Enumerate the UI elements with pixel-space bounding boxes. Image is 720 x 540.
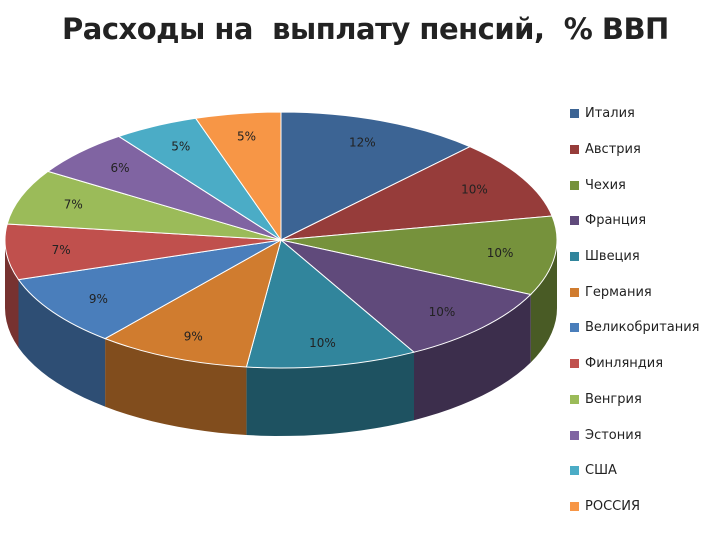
legend-label: Франция: [585, 213, 647, 229]
legend-item: Франция: [570, 203, 700, 239]
pie-side-slice-3: [530, 240, 557, 363]
pie-chart: 12% 10% 10% 10% 10% 9% 9% 7% 7% 6% 5% 5%: [4, 111, 558, 436]
legend-swatch: [570, 109, 579, 119]
legend-label: Великобритания: [585, 320, 700, 336]
pie-slice-4: [280, 239, 532, 353]
pie-slice-9: [6, 170, 282, 241]
pie-side-slice-5: [246, 352, 414, 436]
chart-title: Расходы на выплату пенсий, % ВВП: [62, 12, 669, 46]
pie-label-slice-11: 5%: [171, 140, 190, 154]
pie-slice-7: [17, 239, 282, 340]
legend-swatch: [570, 359, 579, 369]
legend-item: США: [570, 453, 700, 489]
legend-item: Венгрия: [570, 382, 700, 418]
legend-swatch: [570, 323, 579, 333]
legend-label: Австрия: [585, 142, 641, 158]
pie-side-slice-4: [414, 294, 531, 421]
pie-label-slice-10: 6%: [110, 161, 129, 175]
legend-label: Венгрия: [585, 391, 642, 407]
pie-side-slice-6: [105, 338, 247, 435]
legend-item: Великобритания: [570, 310, 700, 346]
pie-slice-8: [4, 223, 282, 281]
pie-label-slice-8: 7%: [52, 243, 71, 257]
pie-top-layer: [4, 111, 558, 369]
legend-swatch: [570, 180, 579, 190]
legend-item: Швеция: [570, 239, 700, 275]
pie-slice-3: [280, 215, 558, 296]
legend-swatch: [570, 394, 579, 404]
pie-label-slice-12: 5%: [237, 129, 256, 143]
legend-item: Австрия: [570, 132, 700, 168]
legend-swatch: [570, 145, 579, 155]
pie-label-slice-3: 10%: [487, 246, 514, 260]
legend-swatch: [570, 466, 579, 476]
pie-side-slice-7: [18, 279, 106, 407]
pie-side-layer: [5, 240, 557, 436]
pie-label-slice-6: 9%: [184, 329, 203, 343]
legend-label: Финляндия: [585, 356, 664, 372]
pie-label-slice-4: 10%: [429, 305, 456, 319]
pie-slice-6: [103, 238, 282, 368]
legend-item: Германия: [570, 274, 700, 310]
pie-label-slice-2: 10%: [461, 182, 488, 196]
pie-label-slice-1: 12%: [349, 135, 376, 149]
legend-swatch: [570, 287, 579, 297]
legend-label: Италия: [585, 106, 635, 122]
legend-label: Швеция: [585, 249, 640, 265]
legend-item: Эстония: [570, 417, 700, 453]
pie-side-slice-8: [5, 240, 19, 348]
legend-item: РОССИЯ: [570, 489, 700, 525]
legend-item: Италия: [570, 96, 700, 132]
legend-label: Эстония: [585, 427, 642, 443]
pie-slice-12: [194, 111, 282, 242]
legend-label: РОССИЯ: [585, 498, 640, 514]
legend: Италия Австрия Чехия Франция Швеция Германия В…: [570, 96, 700, 524]
legend-item: Финляндия: [570, 346, 700, 382]
legend-swatch: [570, 501, 579, 511]
legend-item: Чехия: [570, 167, 700, 203]
pie-label-slice-5: 10%: [309, 336, 336, 350]
legend-label: Германия: [585, 284, 652, 300]
legend-swatch: [570, 252, 579, 262]
legend-swatch: [570, 216, 579, 226]
pie-label-layer: 12% 10% 10% 10% 10% 9% 9% 7% 7% 6% 5% 5%: [52, 129, 514, 350]
legend-swatch: [570, 430, 579, 440]
pie-slice-1: [280, 111, 472, 241]
pie-slice-2: [280, 146, 553, 241]
legend-label: США: [585, 463, 617, 479]
pie-label-slice-7: 9%: [89, 292, 108, 306]
pie-slice-5: [245, 239, 416, 369]
pie-label-slice-9: 7%: [64, 197, 83, 211]
legend-label: Чехия: [585, 177, 626, 193]
